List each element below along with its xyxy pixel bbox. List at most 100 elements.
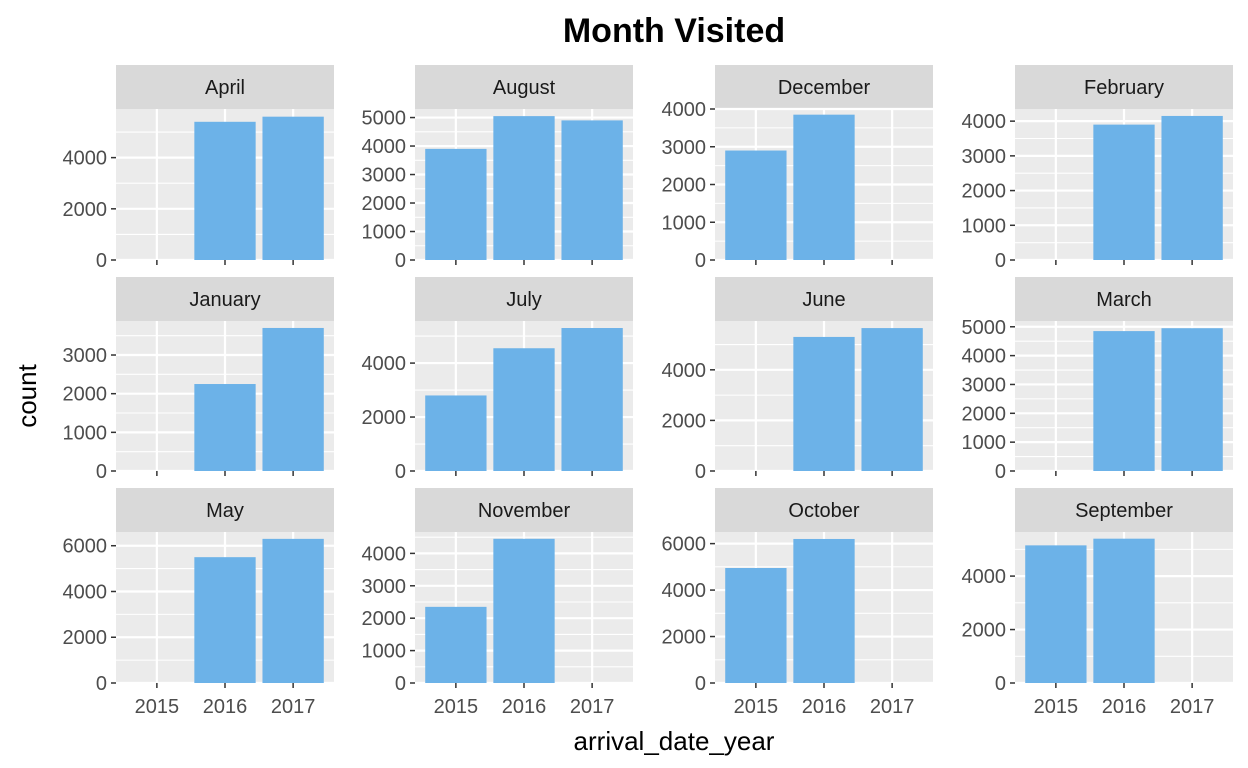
y-tick-label: 2000 [662,410,707,432]
y-tick-label: 0 [995,673,1006,695]
facet-strip [715,277,933,321]
bar-2015 [725,150,787,260]
y-tick-label: 0 [96,673,107,695]
y-tick-label: 2000 [63,384,108,406]
facet-june: June 0 2000 4000 [662,277,933,483]
y-tick-label: 0 [695,673,706,695]
facet-strip-label: June [802,289,845,311]
x-tick-label: 2015 [135,696,180,718]
y-tick-label: 4000 [63,148,108,170]
y-tick-label: 4000 [362,353,407,375]
y-tick-label: 0 [395,673,406,695]
bar-2017 [561,328,623,471]
y-tick-label: 5000 [362,108,407,130]
facet-strip-label: November [478,500,571,522]
facet-april: April 0 2000 4000 [63,65,334,272]
facet-strip [715,488,933,532]
y-tick-label: 2000 [662,627,707,649]
y-tick-label: 2000 [362,193,407,215]
x-axis-title: arrival_date_year [574,726,775,756]
facet-strip [116,488,334,532]
facet-march: March 0 1000 2000 3000 4000 5000 [962,277,1233,483]
y-tick-label: 6000 [63,536,108,558]
facet-september: September 0 2000 4000 2015 2016 2017 [962,488,1233,718]
y-tick-label: 3000 [962,374,1007,396]
bar-2016 [493,348,555,471]
y-tick-label: 0 [96,250,107,272]
bar-2016 [194,384,256,471]
y-tick-label: 4000 [362,543,407,565]
y-tick-label: 4000 [662,360,707,382]
y-tick-label: 2000 [362,407,407,429]
y-tick-label: 6000 [662,534,707,556]
y-tick-label: 3000 [962,146,1007,168]
bar-2017 [561,120,623,260]
facet-strip [116,65,334,109]
bar-2015 [1025,545,1087,683]
y-tick-label: 0 [995,461,1006,483]
y-tick-label: 4000 [662,580,707,602]
x-tick-label: 2015 [734,696,779,718]
y-tick-label: 2000 [662,175,707,197]
bar-2016 [793,336,855,471]
y-tick-label: 2000 [962,181,1007,203]
bar-2016 [194,121,256,261]
y-tick-label: 1000 [962,215,1007,237]
bar-2016 [1093,538,1155,683]
bar-2015 [725,568,787,683]
y-tick-label: 4000 [962,566,1007,588]
y-tick-label: 0 [395,461,406,483]
facet-strip [715,65,933,109]
y-tick-label: 4000 [962,346,1007,368]
x-tick-label: 2017 [271,696,316,718]
facet-grid: April 0 2000 4000 August 0 1000 2000 3000 4000 500… [63,65,1233,718]
y-tick-label: 2000 [962,403,1007,425]
y-tick-label: 3000 [362,165,407,187]
y-tick-label: 4000 [63,581,108,603]
y-tick-label: 5000 [962,317,1007,339]
y-tick-label: 2000 [362,608,407,630]
x-tick-label: 2015 [1034,696,1079,718]
bar-2016 [1093,331,1155,471]
y-tick-label: 1000 [63,422,108,444]
bar-2016 [194,557,256,683]
y-tick-label: 1000 [362,641,407,663]
facet-december: December 0 1000 2000 3000 4000 [662,65,933,272]
chart-title: Month Visited [563,12,785,50]
facet-october: October 0 2000 4000 6000 2015 2016 2017 [662,488,933,718]
facet-strip-label: July [506,289,542,311]
y-tick-label: 1000 [362,222,407,244]
facet-strip [415,488,633,532]
bar-2017 [262,538,324,683]
y-tick-label: 3000 [362,576,407,598]
x-tick-label: 2017 [570,696,615,718]
bar-2016 [793,114,855,260]
facet-february: February 0 1000 2000 3000 4000 [962,65,1233,272]
facet-strip-label: August [493,77,556,99]
bar-2016 [493,116,555,260]
y-tick-label: 1000 [662,212,707,234]
facet-strip-label: May [206,500,244,522]
facet-strip-label: September [1075,500,1173,522]
facet-strip-label: February [1084,77,1164,99]
y-tick-label: 0 [96,461,107,483]
bar-2015 [425,395,487,471]
y-tick-label: 4000 [962,111,1007,133]
y-tick-label: 0 [695,250,706,272]
x-tick-label: 2017 [870,696,915,718]
x-tick-label: 2016 [502,696,547,718]
facet-strip-label: April [205,77,245,99]
x-tick-label: 2015 [434,696,479,718]
facet-strip-label: December [778,77,871,99]
y-axis-title: count [12,363,42,427]
facet-may: May 0 2000 4000 6000 2015 2016 2017 [63,488,334,718]
y-tick-label: 2000 [962,620,1007,642]
bar-2015 [425,606,487,683]
y-tick-label: 0 [395,250,406,272]
facet-strip-label: October [788,500,859,522]
facet-strip [415,65,633,109]
bar-2017 [1161,328,1223,471]
facet-january: January 0 1000 2000 3000 [63,277,334,483]
y-tick-label: 0 [995,250,1006,272]
